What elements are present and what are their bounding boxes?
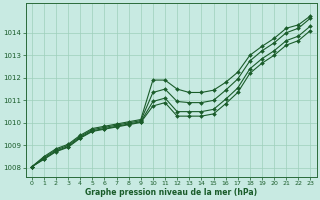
X-axis label: Graphe pression niveau de la mer (hPa): Graphe pression niveau de la mer (hPa) bbox=[85, 188, 257, 197]
